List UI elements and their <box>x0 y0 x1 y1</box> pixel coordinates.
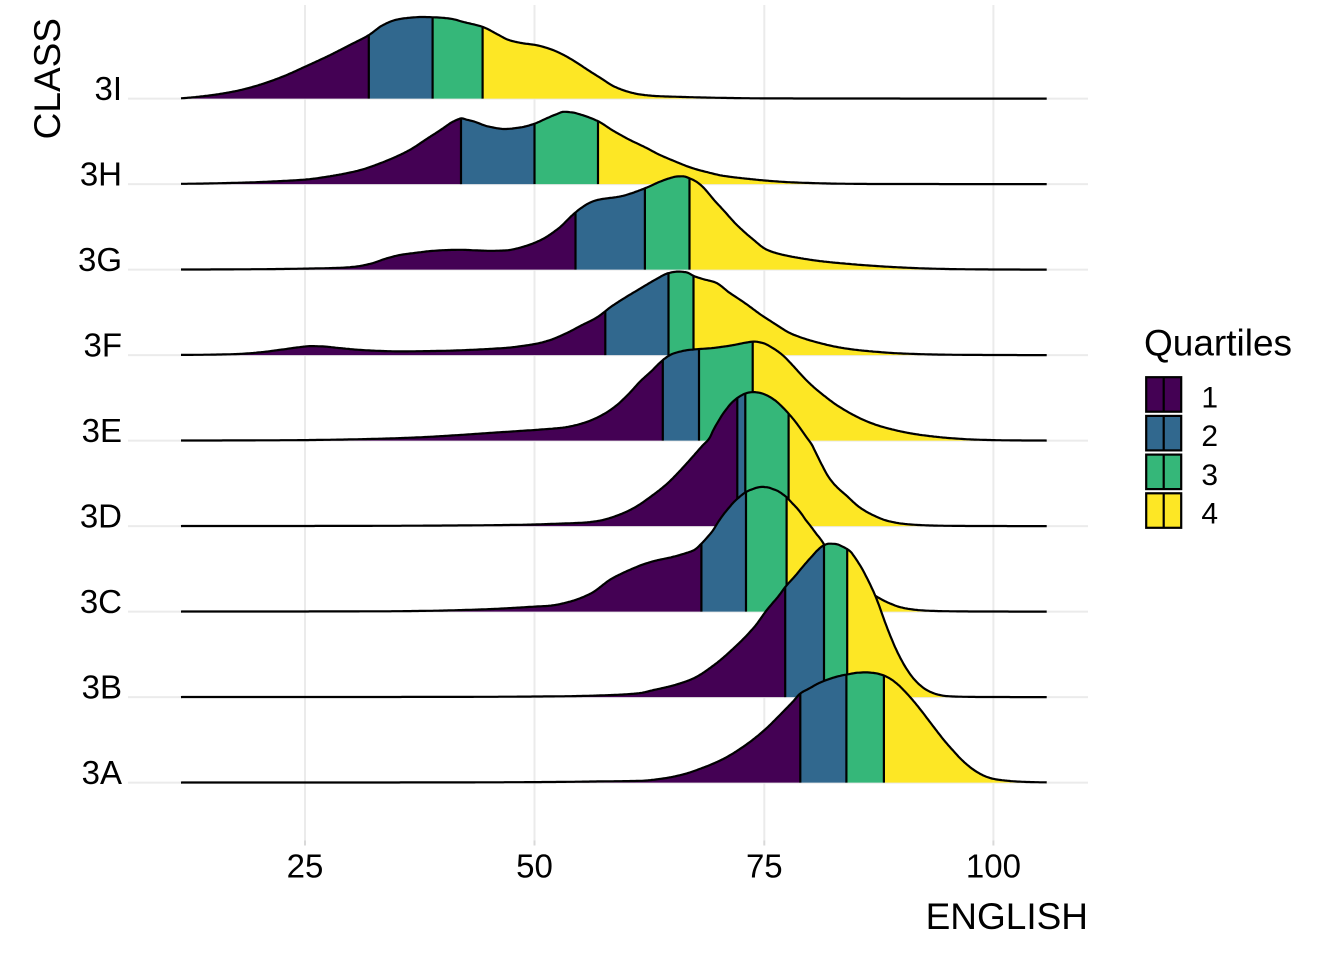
svg-text:CLASS: CLASS <box>27 18 68 139</box>
svg-text:ENGLISH: ENGLISH <box>926 896 1088 937</box>
svg-text:2: 2 <box>1201 420 1218 453</box>
svg-text:75: 75 <box>746 847 783 884</box>
svg-text:4: 4 <box>1201 498 1218 531</box>
svg-text:3G: 3G <box>78 241 122 278</box>
svg-text:1: 1 <box>1201 381 1218 414</box>
svg-text:25: 25 <box>287 847 324 884</box>
svg-text:3H: 3H <box>80 156 122 193</box>
svg-text:50: 50 <box>516 847 553 884</box>
svg-text:3D: 3D <box>80 498 122 535</box>
svg-text:Quartiles: Quartiles <box>1144 323 1292 364</box>
svg-text:100: 100 <box>966 847 1021 884</box>
svg-text:3A: 3A <box>82 754 122 791</box>
svg-text:3B: 3B <box>82 669 122 706</box>
svg-text:3C: 3C <box>80 583 122 620</box>
svg-text:3: 3 <box>1201 459 1218 492</box>
svg-text:3I: 3I <box>94 70 122 107</box>
svg-text:3E: 3E <box>82 412 122 449</box>
svg-text:3F: 3F <box>83 327 122 364</box>
